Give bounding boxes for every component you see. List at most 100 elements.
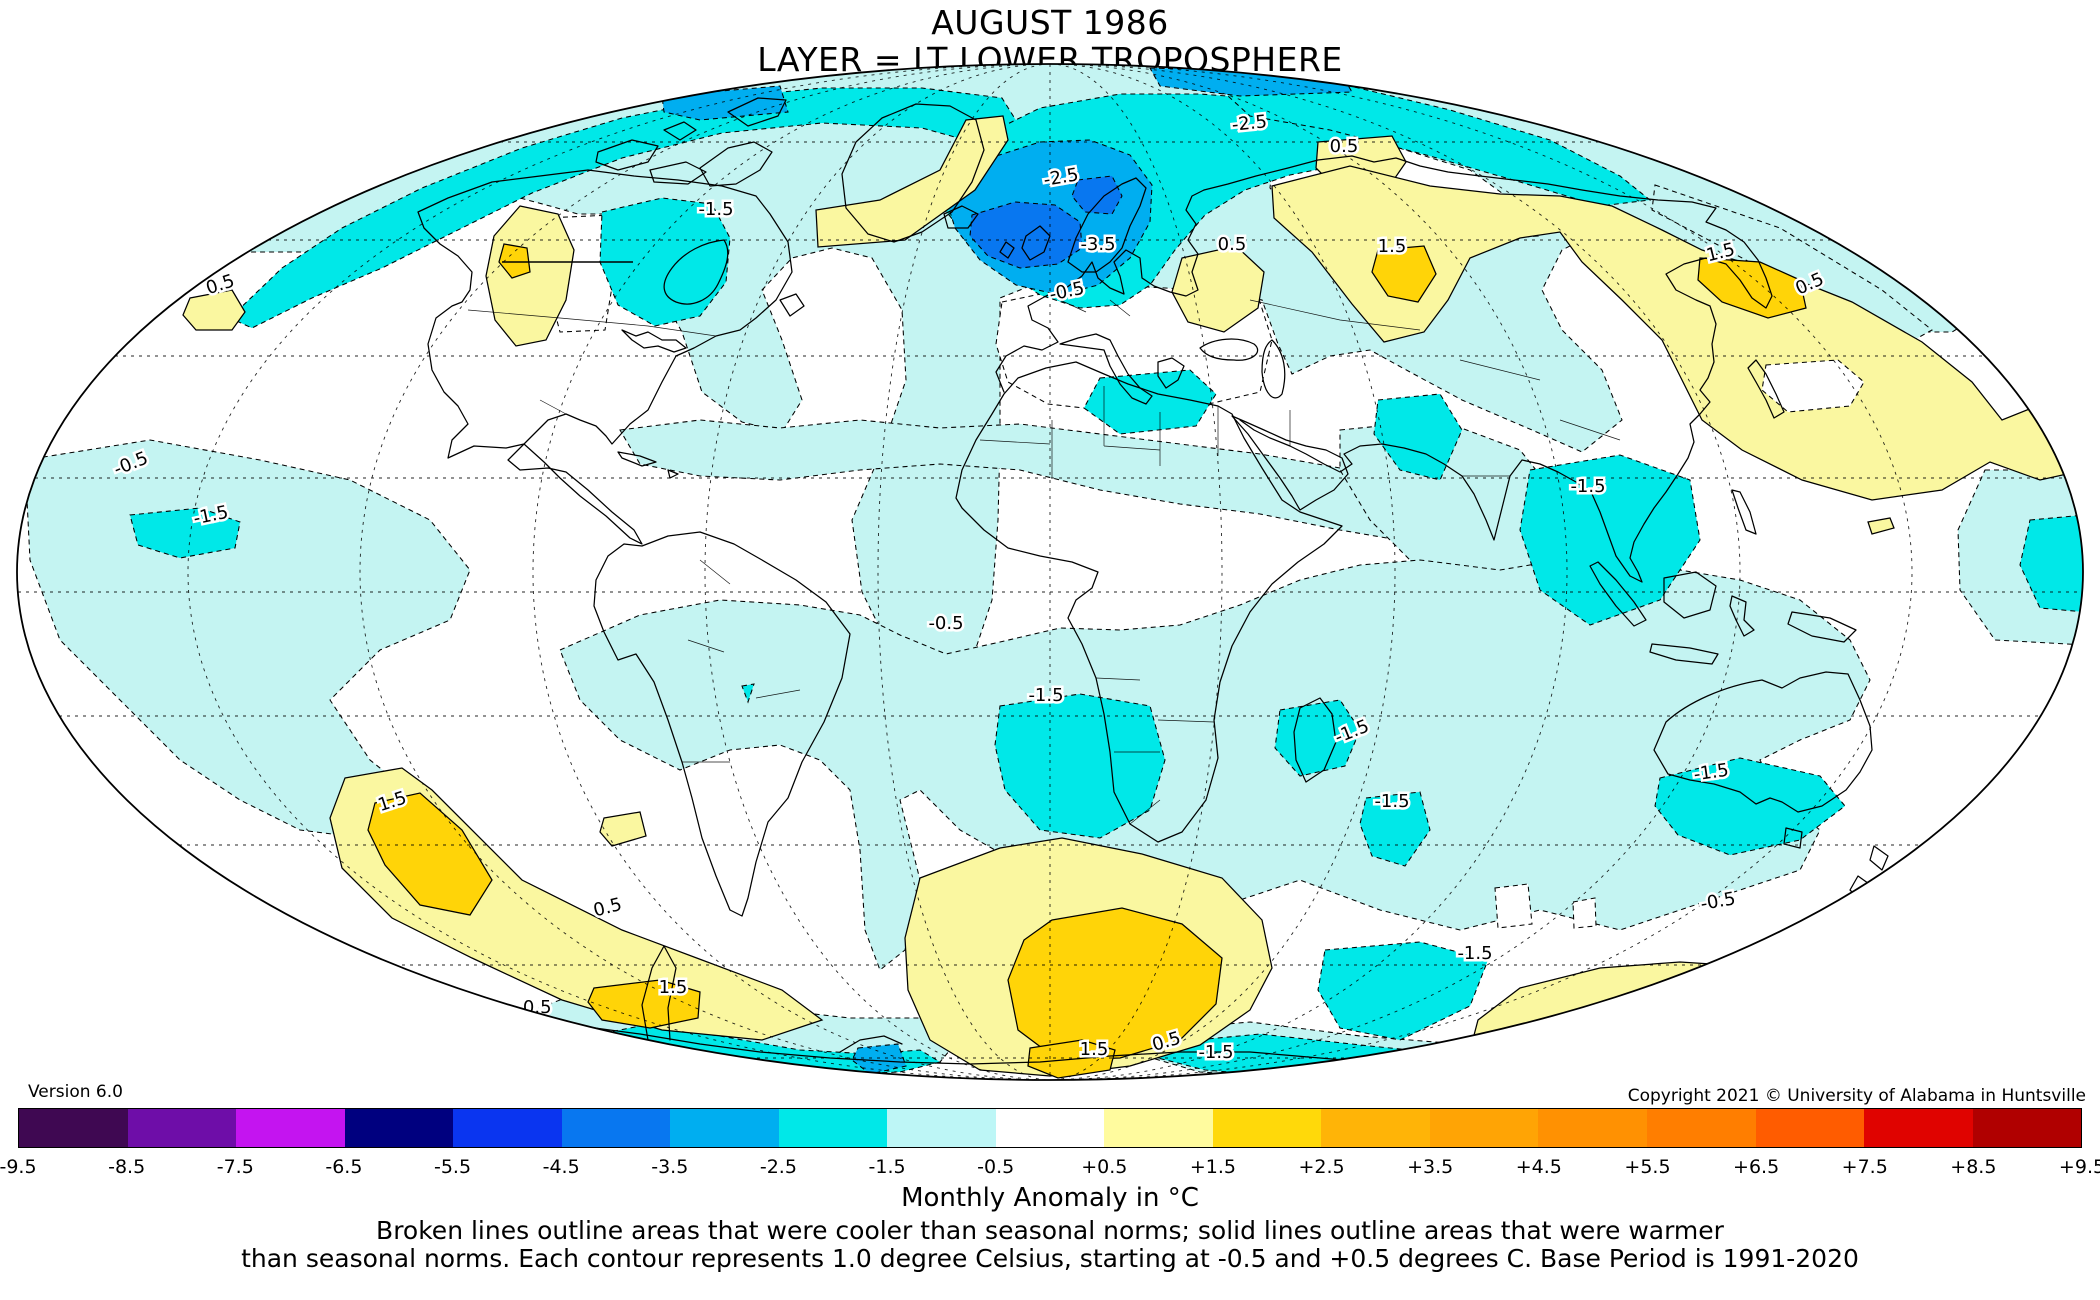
colorbar-tick: +2.5 (1298, 1156, 1345, 1178)
contour-label: -1.5 (1028, 685, 1063, 706)
coast-scandinavia (1067, 177, 1147, 273)
figure-title: AUGUST 1986 LAYER = LT LOWER TROPOSPHERE (0, 4, 2100, 78)
colorbar-segment (561, 1109, 671, 1147)
coast-caspian (1261, 339, 1286, 399)
coast-iceland (943, 205, 979, 229)
coast-great-lakes (621, 329, 687, 353)
contour-label: 1.5 (1378, 236, 1407, 257)
coast-north-america (417, 169, 793, 545)
contour-label: 1.5 (1080, 1039, 1109, 1060)
colorbar-tick: +9.5 (2058, 1156, 2100, 1178)
gold-okhotsk (1371, 245, 1437, 303)
coast-arctic-islands (595, 97, 787, 187)
cyan-arabian-sea (1373, 393, 1463, 481)
yellow-west-us (485, 205, 575, 347)
coast-newfoundland (779, 293, 805, 317)
graticule (18, 64, 2082, 1080)
gold-west-us (498, 243, 531, 279)
cyan-indian-1 (1359, 791, 1431, 867)
colorbar-segment (778, 1109, 888, 1147)
coast-philippines (1731, 489, 1757, 535)
coast-borneo (1663, 571, 1717, 619)
coast-australia (1653, 671, 1873, 813)
gold-north-pacific (1697, 257, 1807, 319)
colorbar-tick: -1.5 (868, 1156, 906, 1178)
cyan-quebec (599, 197, 731, 327)
yellow-diamond (599, 811, 647, 847)
colorbar-segment (453, 1109, 562, 1147)
colorbar-tick: +8.5 (1950, 1156, 1997, 1178)
coast-med-north (1059, 333, 1185, 405)
contour-label: -1.5 (698, 199, 733, 220)
coast-greenland (841, 103, 985, 243)
yellow-greenland (815, 115, 1009, 248)
coast-africa (955, 361, 1343, 843)
coast-asia (1203, 155, 1773, 583)
colorbar-tick: +0.5 (1081, 1156, 1128, 1178)
cyan-libya (1083, 369, 1217, 435)
colorbar-tick: +5.5 (1624, 1156, 1671, 1178)
colorbar-segment (887, 1109, 996, 1147)
colorbar-segment (670, 1109, 779, 1147)
colorbar-tick: +1.5 (1189, 1156, 1237, 1178)
colorbar-segment (19, 1109, 128, 1147)
cyan-arctic-canada (229, 87, 1023, 329)
colorbar-segment (1646, 1109, 1756, 1147)
contour-label: 0.5 (1218, 234, 1247, 255)
colorbar-segment (1755, 1109, 1865, 1147)
deepblue-sweden (1071, 175, 1123, 215)
colorbar-tick: +4.5 (1515, 1156, 1562, 1178)
colorbar-tick: -9.5 (0, 1156, 37, 1178)
blue-antarctic-spot (851, 1043, 907, 1075)
contour-label: -2.5 (1231, 111, 1268, 136)
yellow-north-pacific (1271, 165, 2083, 501)
coastlines (417, 97, 1889, 1077)
contour-label: 0.5 (1330, 136, 1359, 157)
contour-label: -2.5 (628, 1051, 663, 1072)
contour-label: 0.5 (591, 894, 624, 921)
copyright-label: Copyright 2021 © University of Alabama i… (1627, 1086, 2086, 1106)
map-border-ellipse (16, 63, 2084, 1081)
version-label: Version 6.0 (28, 1082, 123, 1102)
contour-label: 1.5 (659, 977, 688, 998)
colorbar-segment (995, 1109, 1105, 1147)
gold-bottom-center (1007, 907, 1223, 1061)
contour-label: -1.5 (1457, 943, 1492, 964)
yellow-tiny-pacific (1867, 517, 1895, 535)
colorbar-segment (1864, 1109, 1973, 1147)
white-hole-1 (1494, 883, 1533, 929)
gold-south-pacific-1 (367, 792, 493, 916)
colorbar-tick: -0.5 (977, 1156, 1015, 1178)
coast-sulawesi (1729, 595, 1755, 637)
colorbar-segment (1429, 1109, 1539, 1147)
contour-label: -1.5 (1198, 1042, 1233, 1063)
colorbar-tick: -6.5 (325, 1156, 363, 1178)
gold-south-pacific-2 (587, 979, 701, 1029)
region-sahara-band (619, 419, 1453, 545)
contour-label: -1.5 (1374, 791, 1409, 812)
cyan-south-atlantic (994, 693, 1166, 839)
coast-europe-west (995, 189, 1205, 393)
cyan-indian-low (1317, 941, 1489, 1041)
coast-south-america (593, 531, 851, 917)
colorbar-axis-label: Monthly Anomaly in °C (901, 1183, 1199, 1213)
coast-sumatra (1589, 561, 1647, 627)
contour-label: -1.5 (1570, 476, 1605, 497)
coast-hudson-bay (663, 239, 729, 305)
colorbar-tick: -8.5 (108, 1156, 146, 1178)
cyan-right-edge (2019, 514, 2083, 613)
yellow-ukraine (1171, 245, 1265, 333)
contour-label: 0.5 (396, 985, 427, 1010)
yellow-nw-pacific (182, 289, 246, 331)
coast-uk (999, 225, 1051, 261)
colorbar-segment (344, 1109, 454, 1147)
title-line1: AUGUST 1986 (931, 3, 1169, 42)
colorbar-tick: +6.5 (1733, 1156, 1780, 1178)
contour-label: 0.5 (1499, 1033, 1528, 1054)
colorbar-segment (127, 1109, 237, 1147)
colorbar-tick: +3.5 (1407, 1156, 1454, 1178)
colorbar-tick: -4.5 (542, 1156, 580, 1178)
contour-label: -1.5 (1692, 760, 1730, 786)
colorbar-segment (236, 1109, 345, 1147)
